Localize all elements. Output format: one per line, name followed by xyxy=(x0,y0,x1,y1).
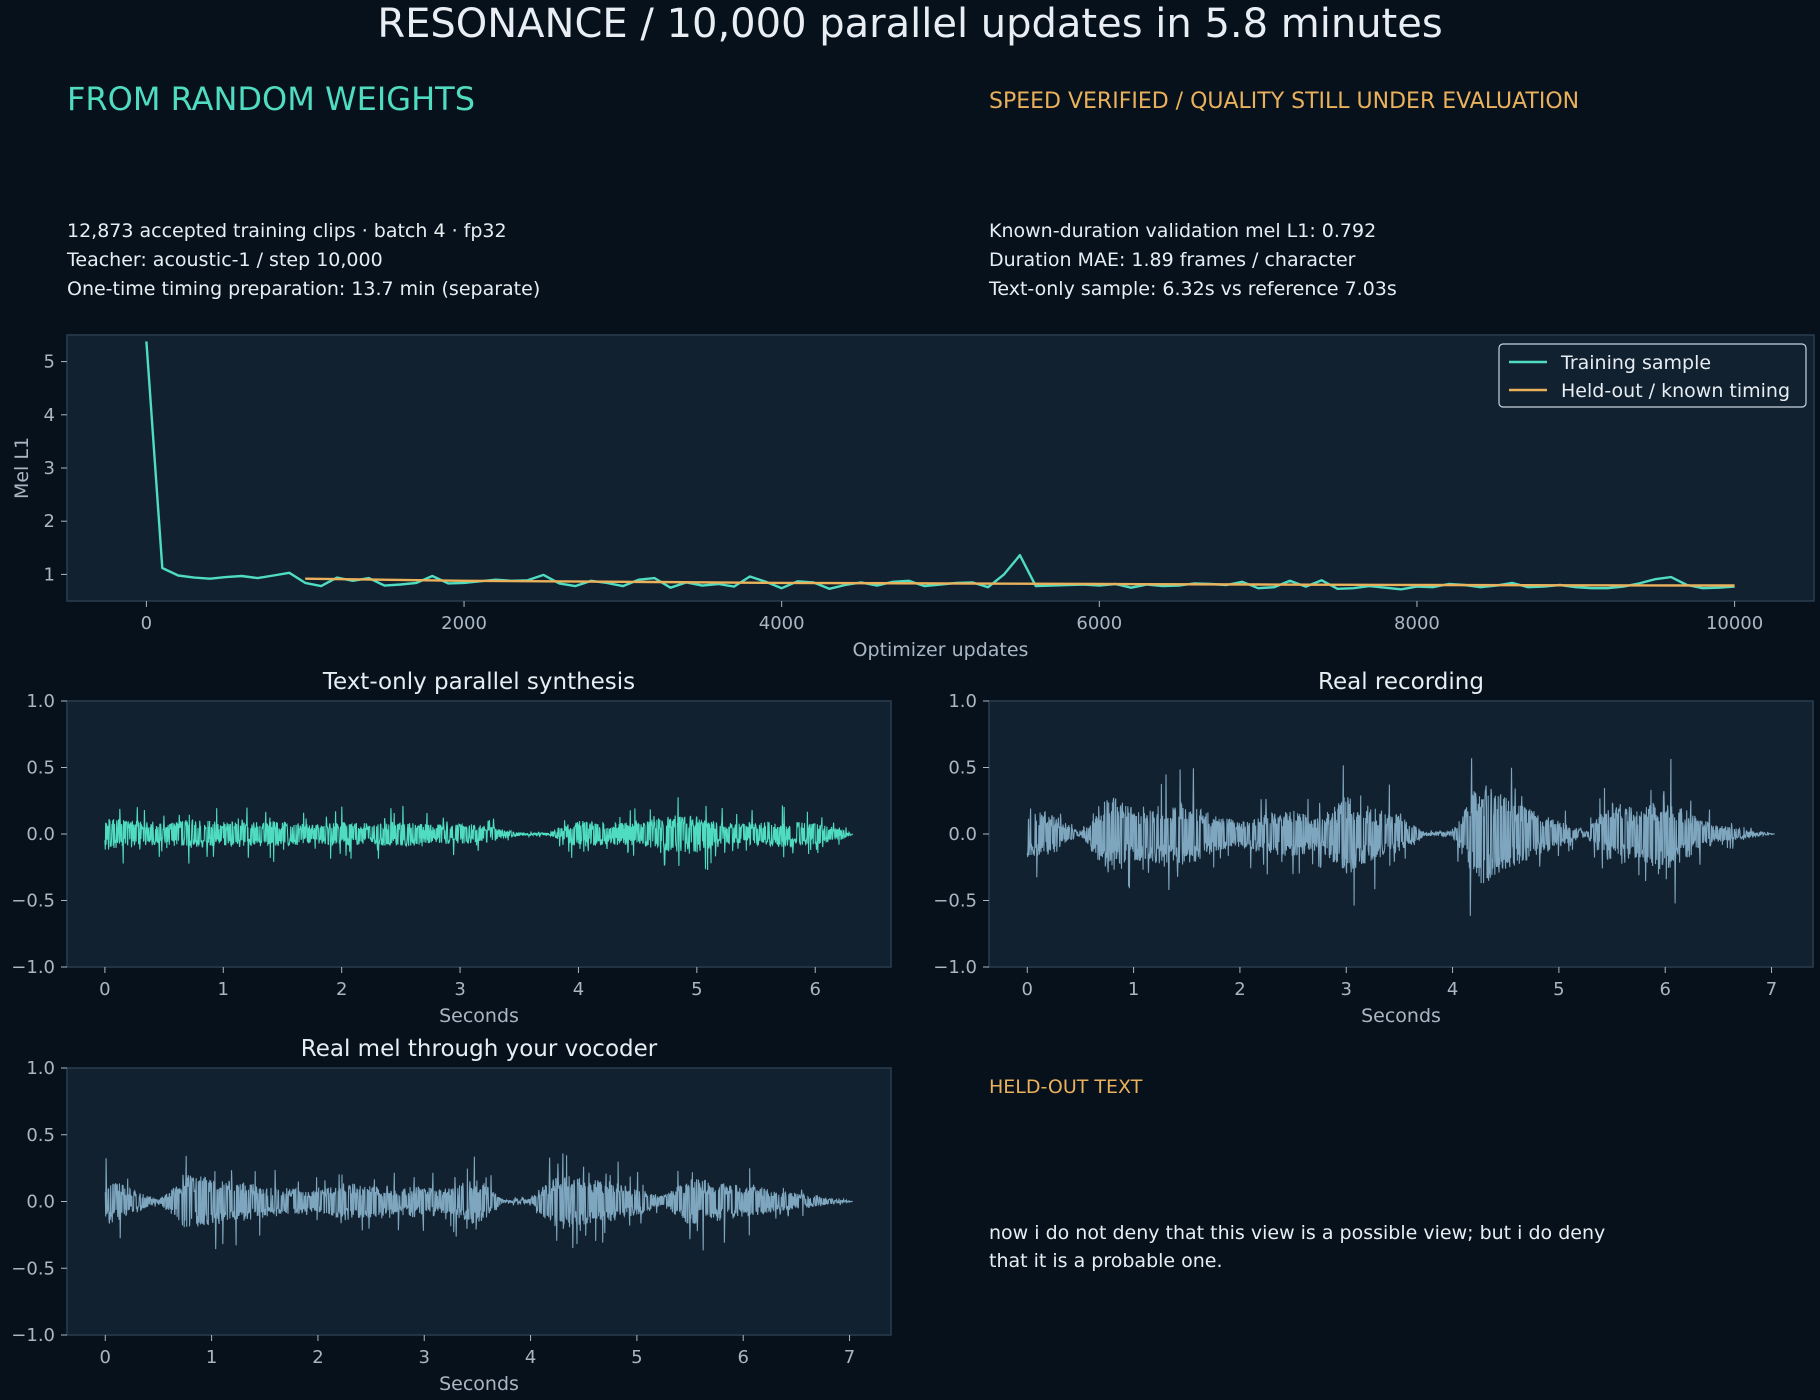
stat-teacher: Teacher: acoustic-1 / step 10,000 xyxy=(67,249,383,271)
chart-3: 0 1 2 3 4 5 6 7 1.0 0.5 0.0 −0.5 −1.0 Seconds Real mel… xyxy=(11,1036,892,1395)
chart-0: 0 2000 4000 6000 8000 10000 1 2 3 4 5 Optimizer upd… xyxy=(11,334,1815,661)
waveform-line xyxy=(1026,758,1775,916)
right-heading: SPEED VERIFIED / QUALITY STILL UNDER EVA… xyxy=(989,89,1580,114)
y-tick-label: −1.0 xyxy=(11,1325,55,1346)
x-tick-label: 2 xyxy=(336,979,347,1000)
x-tick-label: 2000 xyxy=(441,613,487,634)
x-tick-label: 5 xyxy=(631,1347,642,1368)
y-tick-label: 1.0 xyxy=(948,691,977,712)
x-tick-label: 3 xyxy=(454,979,465,1000)
legend: Training sample Held-out / known timing xyxy=(1498,343,1807,408)
y-tick-label: 0.5 xyxy=(26,758,55,779)
y-tick-label: −1.0 xyxy=(933,957,977,978)
y-tick-label: 0.0 xyxy=(26,824,55,845)
x-tick-label: 3 xyxy=(1341,979,1352,1000)
chart-title: Real mel through your vocoder xyxy=(301,1036,658,1062)
left-heading: FROM RANDOM WEIGHTS xyxy=(67,80,475,118)
x-tick-label: 6000 xyxy=(1076,613,1122,634)
x-tick-label: 1 xyxy=(206,1347,217,1368)
x-axis-label: Seconds xyxy=(439,1005,519,1027)
x-tick-label: 2 xyxy=(1234,979,1245,1000)
stat-duration-mae: Duration MAE: 1.89 frames / character xyxy=(989,249,1356,271)
y-tick-label: 0.5 xyxy=(948,758,977,779)
x-tick-label: 6 xyxy=(810,979,821,1000)
y-tick-label: 0.0 xyxy=(948,824,977,845)
chart-title: Text-only parallel synthesis xyxy=(322,669,635,695)
x-tick-label: 5 xyxy=(691,979,702,1000)
heldout-text: now i do not deny that this view is a po… xyxy=(989,1222,1606,1272)
y-tick-label: 3 xyxy=(44,458,55,479)
x-tick-label: 0 xyxy=(141,613,152,634)
x-tick-label: 1 xyxy=(1128,979,1139,1000)
x-axis-label: Seconds xyxy=(439,1373,519,1395)
x-tick-label: 4 xyxy=(525,1347,536,1368)
waveform-line xyxy=(104,797,854,871)
x-tick-label: 6 xyxy=(737,1347,748,1368)
x-tick-label: 1 xyxy=(218,979,229,1000)
x-tick-label: 4000 xyxy=(759,613,805,634)
x-tick-label: 4 xyxy=(573,979,584,1000)
y-tick-label: −1.0 xyxy=(11,957,55,978)
y-tick-label: 1.0 xyxy=(26,1058,55,1079)
y-tick-label: −0.5 xyxy=(11,1258,55,1279)
x-tick-label: 6 xyxy=(1659,979,1670,1000)
x-tick-label: 2 xyxy=(312,1347,323,1368)
waveform-line xyxy=(104,1153,853,1251)
legend-box xyxy=(1498,343,1807,408)
y-tick-label: 0.5 xyxy=(26,1125,55,1146)
legend-entry: Held-out / known timing xyxy=(1561,380,1790,402)
page-title: RESONANCE / 10,000 parallel updates in 5… xyxy=(377,1,1443,47)
series-line-held-out xyxy=(305,577,1735,587)
x-tick-label: 3 xyxy=(419,1347,430,1368)
x-tick-label: 0 xyxy=(100,1347,111,1368)
y-tick-label: 1 xyxy=(44,564,55,585)
y-tick-label: 4 xyxy=(44,405,55,426)
x-tick-label: 10000 xyxy=(1706,613,1763,634)
stat-training-clips: 12,873 accepted training clips · batch 4… xyxy=(67,220,507,242)
x-axis-label: Seconds xyxy=(1361,1005,1441,1027)
x-tick-label: 7 xyxy=(844,1347,855,1368)
x-tick-label: 8000 xyxy=(1394,613,1440,634)
y-tick-label: −0.5 xyxy=(933,891,977,912)
stat-validation-mel: Known-duration validation mel L1: 0.792 xyxy=(989,220,1377,242)
y-tick-label: 1.0 xyxy=(26,691,55,712)
stat-sample-duration: Text-only sample: 6.32s vs reference 7.0… xyxy=(989,278,1397,300)
y-axis-label: Mel L1 xyxy=(11,437,33,499)
x-tick-label: 5 xyxy=(1553,979,1564,1000)
x-tick-label: 7 xyxy=(1766,979,1777,1000)
chart-1: 0 1 2 3 4 5 6 1.0 0.5 0.0 −0.5 −1.0 Seconds Text-only… xyxy=(11,669,892,1027)
right-stats: Known-duration validation mel L1: 0.792 … xyxy=(989,217,1397,304)
y-tick-label: 5 xyxy=(44,352,55,373)
x-tick-label: 0 xyxy=(99,979,110,1000)
x-axis-label: Optimizer updates xyxy=(853,639,1029,661)
stat-timing-prep: One-time timing preparation: 13.7 min (s… xyxy=(67,278,541,300)
y-tick-label: 0.0 xyxy=(26,1192,55,1213)
x-tick-label: 4 xyxy=(1447,979,1458,1000)
heldout-label: HELD-OUT TEXT xyxy=(989,1076,1143,1098)
chart-title: Real recording xyxy=(1318,669,1484,695)
x-tick-label: 0 xyxy=(1022,979,1033,1000)
y-tick-label: 2 xyxy=(44,511,55,532)
legend-entry: Training sample xyxy=(1560,352,1711,374)
y-tick-label: −0.5 xyxy=(11,891,55,912)
chart-2: 0 1 2 3 4 5 6 7 1.0 0.5 0.0 −0.5 −1.0 Seconds Real rec… xyxy=(933,669,1814,1027)
left-stats: 12,873 accepted training clips · batch 4… xyxy=(67,217,540,304)
